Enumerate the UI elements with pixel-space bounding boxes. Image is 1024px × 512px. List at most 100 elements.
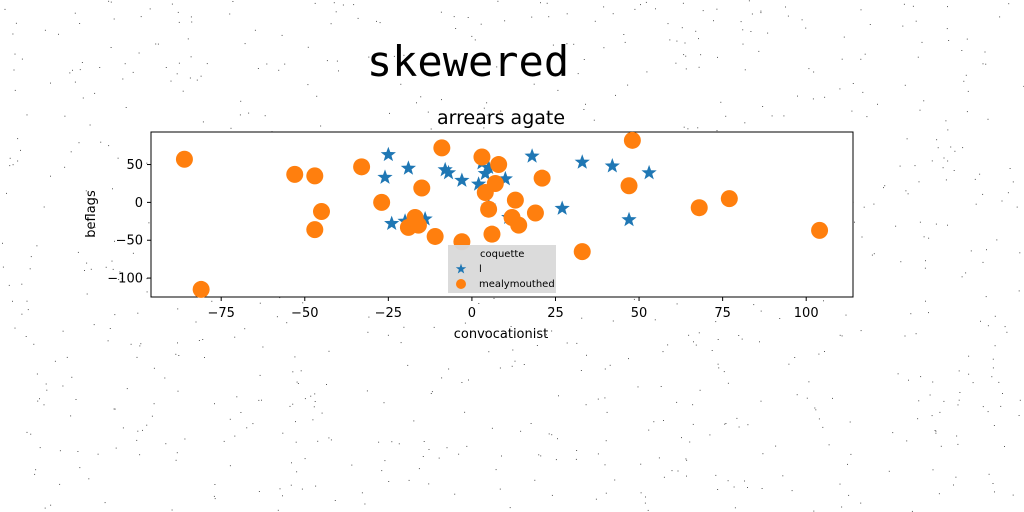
speckle-dot	[234, 435, 236, 437]
speckle-dot	[381, 470, 383, 472]
speckle-dot	[384, 460, 386, 462]
speckle-dot	[64, 166, 66, 168]
x-tick-label: 75	[714, 306, 731, 321]
speckle-dot	[597, 398, 599, 400]
speckle-dot	[364, 503, 366, 505]
speckle-dot	[94, 226, 96, 228]
speckle-dot	[984, 51, 986, 53]
speckle-dot	[1000, 405, 1002, 407]
speckle-dot	[861, 236, 863, 238]
speckle-dot	[474, 39, 476, 41]
speckle-dot	[717, 56, 718, 58]
speckle-dot	[79, 467, 81, 469]
speckle-dot	[692, 423, 694, 425]
speckle-dot	[583, 59, 585, 60]
speckle-dot	[970, 250, 972, 252]
speckle-dot	[936, 139, 938, 141]
speckle-dot	[658, 457, 660, 459]
speckle-dot	[171, 3, 173, 5]
speckle-dot	[540, 455, 542, 457]
speckle-dot	[910, 313, 912, 315]
speckle-dot	[326, 60, 328, 62]
speckle-dot	[368, 316, 370, 318]
speckle-dot	[684, 42, 686, 44]
speckle-dot	[717, 489, 719, 490]
circle-point	[306, 221, 324, 239]
speckle-dot	[261, 399, 262, 401]
speckle-dot	[165, 443, 167, 445]
speckle-dot	[230, 127, 232, 129]
speckle-dot	[121, 278, 123, 280]
speckle-dot	[534, 479, 536, 481]
speckle-dot	[738, 426, 740, 428]
speckle-dot	[982, 193, 984, 195]
speckle-dot	[614, 479, 616, 481]
speckle-dot	[693, 341, 694, 343]
speckle-dot	[155, 43, 157, 45]
speckle-dot	[25, 336, 27, 337]
circle-point	[720, 190, 738, 208]
speckle-dot	[686, 459, 688, 461]
speckle-dot	[923, 236, 925, 238]
speckle-dot	[841, 506, 843, 508]
speckle-dot	[182, 90, 184, 92]
speckle-dot	[126, 388, 128, 390]
speckle-dot	[142, 429, 143, 431]
speckle-dot	[171, 509, 173, 511]
speckle-dot	[59, 450, 61, 452]
speckle-dot	[917, 56, 919, 58]
speckle-dot	[557, 438, 558, 440]
speckle-dot	[536, 345, 538, 346]
speckle-dot	[46, 389, 48, 391]
speckle-dot	[177, 308, 179, 310]
circle-point	[506, 191, 524, 209]
speckle-dot	[109, 328, 111, 329]
speckle-dot	[90, 268, 92, 270]
legend-entry-l: l	[479, 264, 482, 275]
speckle-dot	[223, 440, 225, 442]
speckle-dot	[966, 38, 968, 40]
speckle-dot	[234, 336, 236, 338]
speckle-dot	[615, 94, 616, 96]
speckle-dot	[767, 32, 769, 34]
speckle-dot	[985, 296, 987, 298]
speckle-dot	[206, 63, 208, 65]
speckle-dot	[14, 89, 16, 91]
speckle-dot	[248, 112, 250, 114]
speckle-dot	[45, 383, 47, 385]
speckle-dot	[440, 11, 442, 13]
circle-point	[306, 167, 324, 185]
speckle-dot	[801, 19, 803, 21]
speckle-dot	[282, 432, 284, 434]
speckle-dot	[88, 478, 90, 480]
speckle-dot	[597, 453, 599, 455]
speckle-dot	[998, 381, 1000, 383]
x-tick-label: −75	[207, 306, 234, 321]
speckle-dot	[994, 491, 995, 493]
speckle-dot	[153, 403, 155, 405]
speckle-dot	[640, 463, 642, 465]
speckle-dot	[753, 304, 755, 306]
speckle-dot	[915, 333, 917, 335]
speckle-dot	[775, 445, 777, 447]
speckle-dot	[467, 17, 469, 18]
speckle-dot	[461, 382, 463, 383]
speckle-dot	[422, 456, 424, 457]
speckle-dot	[923, 100, 925, 102]
star-point	[524, 148, 540, 163]
speckle-dot	[520, 430, 522, 432]
speckle-dot	[605, 492, 607, 494]
speckle-dot	[895, 225, 897, 227]
speckle-dot	[21, 58, 23, 60]
speckle-dot	[991, 376, 993, 378]
speckle-dot	[139, 345, 141, 347]
speckle-dot	[430, 393, 432, 394]
speckle-dot	[75, 399, 77, 400]
speckle-dot	[453, 16, 455, 18]
speckle-dot	[717, 339, 719, 340]
speckle-dot	[814, 407, 816, 409]
speckle-dot	[883, 187, 884, 189]
speckle-dot	[683, 126, 685, 128]
speckle-dot	[627, 84, 629, 86]
